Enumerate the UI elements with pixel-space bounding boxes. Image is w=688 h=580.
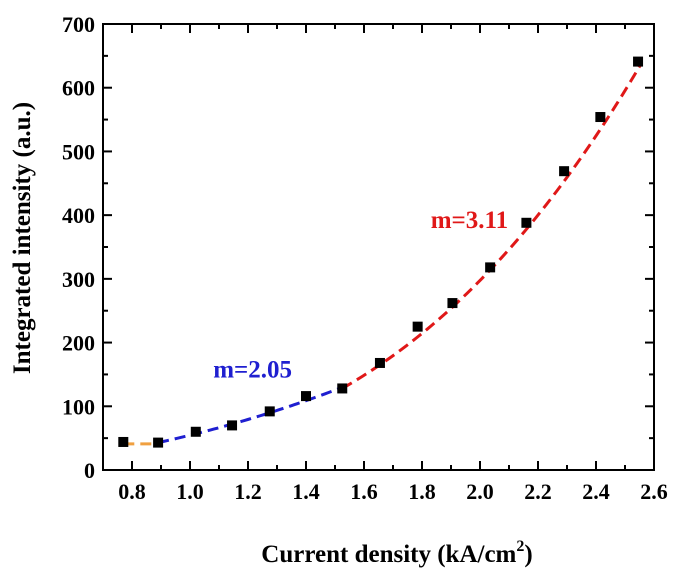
data-point [412,321,423,332]
x-tick-label: 1.2 [234,479,262,504]
fit-line-1 [157,385,345,445]
data-point [118,436,129,447]
y-tick-label: 200 [62,331,95,356]
x-axis-title: Current density (kA/cm2) [261,538,532,568]
x-tick-label: 0.8 [118,479,146,504]
y-tick-label: 500 [62,139,95,164]
fit-annotation: m=3.11 [431,207,508,234]
x-tick-label: 2.2 [524,479,552,504]
data-point [190,426,201,437]
data-point [337,383,348,394]
x-tick-label: 1.0 [176,479,204,504]
data-point [374,357,385,368]
data-point [447,298,458,309]
x-tick-label: 2.0 [466,479,494,504]
data-point [301,391,311,402]
y-tick-label: 0 [84,458,95,483]
y-axis-title: Integrated intensity (a.u.) [9,102,36,374]
data-point [485,262,496,273]
fit-lines [123,63,643,446]
x-tick-label: 2.6 [640,479,668,504]
data-point [153,437,164,448]
x-tick-label: 2.4 [582,479,610,504]
data-point [633,56,644,67]
data-point [264,406,275,417]
x-tick-label: 1.8 [408,479,436,504]
x-axis-title-close: ) [524,541,532,568]
data-point [595,112,606,123]
data-point [559,166,570,177]
y-tick-label: 600 [62,76,95,101]
x-axis-title-main: Current density (kA/cm [261,541,516,568]
x-axis-title-superscript: 2 [516,538,524,555]
x-tick-label: 1.6 [350,479,378,504]
data-point [227,420,238,431]
fit-annotation: m=2.05 [213,357,292,384]
annotations: m=2.05 m=3.11 [213,207,508,384]
y-tick-label: 100 [62,394,95,419]
y-tick-label: 700 [62,12,95,37]
axes: 0.8 1.0 1.2 1.4 1.6 1.8 2.0 2.2 2.4 2.6 0 100 200 300… [62,12,668,504]
plot-frame [102,23,655,471]
data-points [118,56,644,448]
y-tick-label: 300 [62,267,95,292]
y-tick-label: 400 [62,203,95,228]
data-point [521,217,532,228]
x-tick-label: 1.4 [292,479,320,504]
